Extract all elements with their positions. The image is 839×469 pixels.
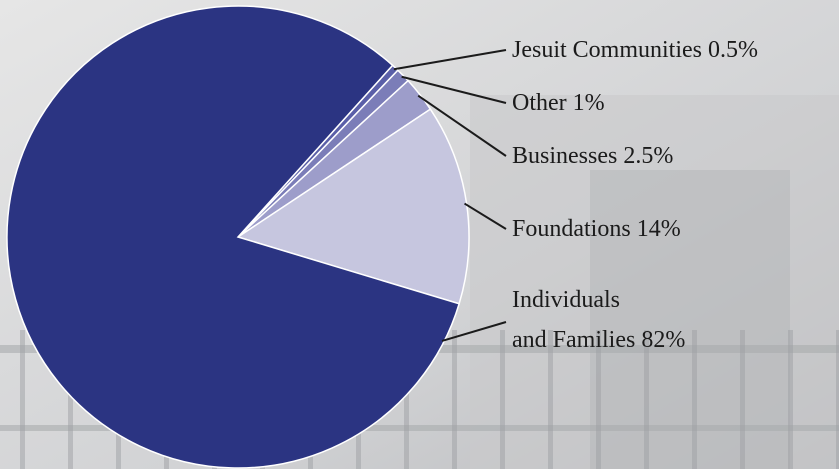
category-label: Businesses <box>512 143 618 169</box>
value-label: 2.5% <box>623 143 674 169</box>
leader-line <box>441 321 507 342</box>
background-fence-post <box>404 330 409 469</box>
pie-slice <box>6 5 461 469</box>
background-fence-post <box>596 330 601 469</box>
category-label: Foundations <box>512 216 631 242</box>
leader-line <box>464 202 507 230</box>
background-fence-post <box>452 330 457 469</box>
slice-label: Foundations 14% <box>512 215 681 243</box>
background-fence-rail <box>0 425 839 431</box>
pie-slice <box>236 108 470 305</box>
slice-label: Jesuit Communities 0.5% <box>512 36 758 64</box>
slice-label: Businesses 2.5% <box>512 142 673 170</box>
background-fence-post <box>740 330 745 469</box>
background-door <box>590 170 790 469</box>
background-fence-post <box>548 330 553 469</box>
pie <box>6 5 507 469</box>
leader-line <box>417 94 507 157</box>
background-fence-post <box>20 330 25 469</box>
category-label: Other <box>512 90 567 116</box>
leader-line <box>401 75 507 104</box>
value-label: 0.5% <box>708 37 759 63</box>
background-fence-post <box>836 330 839 469</box>
value-label: 82% <box>641 327 686 353</box>
slice-label: Other 1% <box>512 89 605 117</box>
background-fence-post <box>644 330 649 469</box>
category-label: Jesuit Communities <box>512 37 703 63</box>
background-fence-post <box>788 330 793 469</box>
value-label: 14% <box>636 216 681 242</box>
background-fence-post <box>500 330 505 469</box>
leader-line <box>393 49 507 71</box>
category-label: Individuals and Families <box>512 287 636 353</box>
background-fence-post <box>692 330 697 469</box>
slice-label: Individuals and Families 82% <box>512 280 685 360</box>
background-fence-post <box>68 330 73 469</box>
value-label: 1% <box>572 90 605 116</box>
